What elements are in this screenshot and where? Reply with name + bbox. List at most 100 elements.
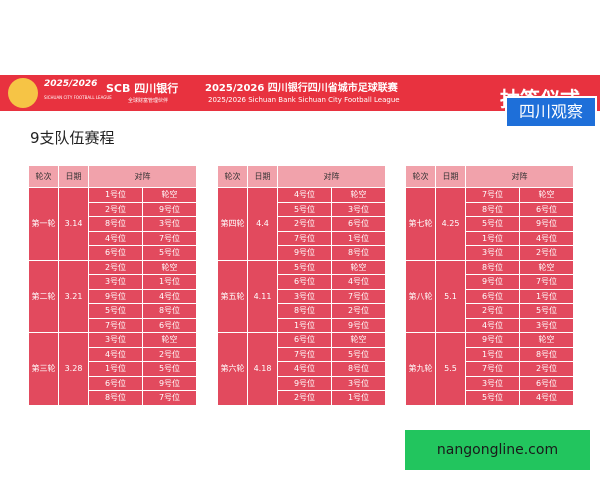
team-cell: 5号位 <box>465 390 520 406</box>
match-row: 7号位 2号位 <box>406 361 574 377</box>
team-cell: 8号位 <box>277 303 332 319</box>
match-row: 第九轮 5.5 9号位 轮空 <box>405 332 574 406</box>
match-row: 5号位 4号位 <box>406 390 574 406</box>
team-cell: 3号位 <box>88 332 143 348</box>
badge: 四川观察 <box>505 96 597 128</box>
team-cell: 3号位 <box>519 317 574 333</box>
team-cell: 7号位 <box>519 274 574 290</box>
team-cell: 轮空 <box>519 332 574 348</box>
match-row: 2号位 9号位 <box>29 201 197 217</box>
team-cell: 5号位 <box>142 245 197 261</box>
team-cell: 9号位 <box>277 375 332 391</box>
team-cell: 4号位 <box>519 390 574 406</box>
match-row: 4号位 7号位 <box>29 230 197 246</box>
schedule-table: 轮次 日期 对阵 第一轮 3.14 1号位 轮空 2号位 9号位 8号位 3号位 4号位 7号位 6号位 5… <box>28 165 197 406</box>
team-cell: 6号位 <box>277 274 332 290</box>
team-cell: 9号位 <box>519 216 574 232</box>
team-cell: 5号位 <box>142 361 197 377</box>
team-cell: 5号位 <box>519 303 574 319</box>
round-cell: 第八轮 <box>405 259 436 333</box>
match-row: 7号位 6号位 <box>29 317 197 333</box>
team-cell: 7号位 <box>142 390 197 406</box>
title: 2025/2026 四川银行四川省城市足球联赛 <box>205 83 398 94</box>
team-cell: 5号位 <box>277 201 332 217</box>
team-cell: 8号位 <box>465 259 520 275</box>
header-cell: 对阵 <box>277 165 386 188</box>
header-cell: 对阵 <box>88 165 197 188</box>
title-en: 2025/2026 Sichuan Bank Sichuan City Foot… <box>208 96 400 104</box>
team-cell: 轮空 <box>331 332 386 348</box>
date-cell: 3.21 <box>58 259 89 333</box>
date-cell: 4.4 <box>247 187 278 261</box>
team-cell: 2号位 <box>519 245 574 261</box>
logo-caption: SICHUAN CITY FOOTBALL LEAGUE <box>44 95 112 100</box>
team-cell: 7号位 <box>465 361 520 377</box>
date-cell: 5.5 <box>435 332 466 406</box>
round-cell: 第五轮 <box>217 259 248 333</box>
team-cell: 9号位 <box>465 274 520 290</box>
team-cell: 1号位 <box>88 187 143 203</box>
team-cell: 5号位 <box>331 346 386 362</box>
team-cell: 1号位 <box>519 288 574 304</box>
team-cell: 2号位 <box>88 259 143 275</box>
match-row: 第八轮 5.1 8号位 轮空 <box>405 259 574 333</box>
team-cell: 2号位 <box>142 346 197 362</box>
team-cell: 8号位 <box>88 390 143 406</box>
team-cell: 6号位 <box>519 201 574 217</box>
team-cell: 6号位 <box>277 332 332 348</box>
logo <box>8 78 38 108</box>
team-cell: 3号位 <box>88 274 143 290</box>
match-row: 7号位 5号位 <box>218 346 386 362</box>
header-cell: 轮次 <box>217 165 248 188</box>
team-cell: 5号位 <box>277 259 332 275</box>
header-cell: 轮次 <box>405 165 436 188</box>
date-cell: 4.11 <box>247 259 278 333</box>
match-row: 5号位 3号位 <box>218 201 386 217</box>
bank: SCB 四川银行 <box>106 82 179 95</box>
team-cell: 1号位 <box>142 274 197 290</box>
team-cell: 6号位 <box>465 288 520 304</box>
team-cell: 1号位 <box>331 390 386 406</box>
team-cell: 3号位 <box>465 245 520 261</box>
match-row: 6号位 5号位 <box>29 245 197 261</box>
team-cell: 6号位 <box>331 216 386 232</box>
team-cell: 3号位 <box>331 375 386 391</box>
team-cell: 6号位 <box>142 317 197 333</box>
team-cell: 7号位 <box>331 288 386 304</box>
match-row: 4号位 8号位 <box>218 361 386 377</box>
team-cell: 9号位 <box>142 375 197 391</box>
team-cell: 2号位 <box>519 361 574 377</box>
team-cell: 1号位 <box>465 346 520 362</box>
team-cell: 4号位 <box>88 230 143 246</box>
team-cell: 1号位 <box>331 230 386 246</box>
team-cell: 2号位 <box>331 303 386 319</box>
team-cell: 9号位 <box>277 245 332 261</box>
team-cell: 1号位 <box>277 317 332 333</box>
team-cell: 6号位 <box>88 375 143 391</box>
date-cell: 3.28 <box>58 332 89 406</box>
match-row: 3号位 2号位 <box>406 245 574 261</box>
team-cell: 3号位 <box>277 288 332 304</box>
header-cell: 轮次 <box>28 165 59 188</box>
match-row: 2号位 1号位 <box>218 390 386 406</box>
match-row: 3号位 6号位 <box>406 375 574 391</box>
match-row: 1号位 8号位 <box>406 346 574 362</box>
team-cell: 4号位 <box>277 361 332 377</box>
round-cell: 第六轮 <box>217 332 248 406</box>
team-cell: 7号位 <box>277 230 332 246</box>
team-cell: 2号位 <box>88 201 143 217</box>
match-row: 8号位 2号位 <box>218 303 386 319</box>
match-row: 第七轮 4.25 7号位 轮空 <box>405 187 574 261</box>
team-cell: 8号位 <box>465 201 520 217</box>
team-cell: 轮空 <box>331 259 386 275</box>
team-cell: 9号位 <box>331 317 386 333</box>
schedule-table: 轮次 日期 对阵 第七轮 4.25 7号位 轮空 8号位 6号位 5号位 9号位 1号位 4号位 3号位 2… <box>405 165 574 406</box>
match-row: 4号位 3号位 <box>406 317 574 333</box>
match-row: 第五轮 4.11 5号位 轮空 <box>217 259 386 333</box>
match-row: 8号位 3号位 <box>29 216 197 232</box>
round-cell: 第七轮 <box>405 187 436 261</box>
team-cell: 5号位 <box>88 303 143 319</box>
team-cell: 4号位 <box>519 230 574 246</box>
team-cell: 3号位 <box>465 375 520 391</box>
team-cell: 3号位 <box>331 201 386 217</box>
